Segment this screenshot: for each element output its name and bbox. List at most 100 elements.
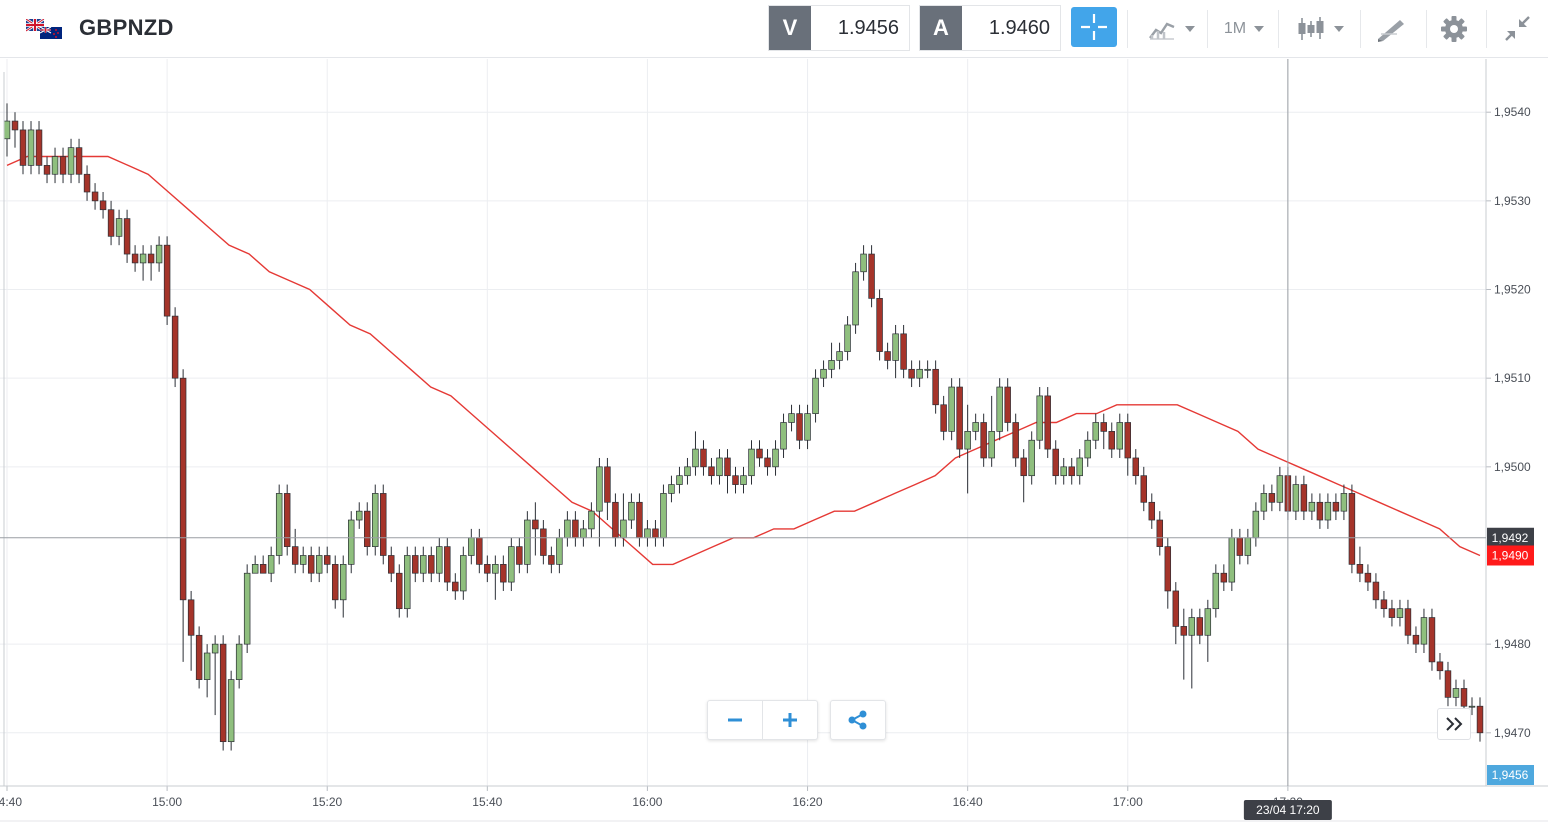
candle-body — [756, 448, 763, 459]
candle-body — [1444, 670, 1452, 698]
candle-body — [1196, 617, 1204, 636]
candle-body — [1212, 572, 1220, 610]
candle — [339, 555, 347, 618]
candle-body — [852, 271, 859, 326]
candle — [620, 493, 627, 547]
candle — [828, 342, 835, 379]
candle-body — [1428, 617, 1436, 663]
candle — [1196, 608, 1204, 645]
settings-button[interactable] — [1432, 10, 1476, 48]
candle-body — [652, 528, 659, 539]
candle — [956, 378, 963, 458]
candle — [91, 183, 99, 210]
candle-body — [1044, 395, 1051, 450]
candle-body — [812, 377, 819, 414]
candle — [1332, 493, 1340, 521]
candle-body — [35, 129, 43, 166]
candle-body — [364, 510, 371, 547]
collapse-chart-button[interactable] — [1494, 10, 1540, 48]
candle — [732, 466, 739, 494]
candle-body — [1164, 546, 1172, 592]
candle-body — [1276, 475, 1284, 503]
candle — [1220, 564, 1228, 591]
drawing-tools-button[interactable] — [1368, 10, 1414, 48]
candle-body — [772, 448, 779, 468]
timeframe-dropdown[interactable]: 1M — [1213, 10, 1275, 48]
zoom-controls — [707, 700, 818, 740]
candle-body — [684, 466, 691, 477]
candle — [1396, 599, 1404, 627]
candle — [67, 138, 75, 184]
scroll-to-latest-button[interactable] — [1437, 708, 1471, 740]
candle — [676, 466, 683, 494]
candle — [139, 245, 147, 281]
candle — [724, 449, 731, 494]
candle — [1068, 457, 1075, 485]
crosshair-button[interactable] — [1071, 7, 1117, 47]
candle-body — [323, 555, 331, 565]
chart-type-button[interactable] — [1135, 10, 1207, 48]
candle — [1252, 502, 1260, 547]
candle-body — [11, 120, 19, 131]
candle-body — [83, 173, 91, 193]
candle — [1244, 528, 1252, 565]
candle-body — [804, 413, 811, 441]
candle-body — [275, 493, 283, 556]
candle — [171, 307, 179, 388]
candle-body — [420, 555, 427, 574]
zoom-in-button[interactable] — [763, 701, 818, 739]
candlestick-chart[interactable]: 1,95401,95301,95201,95101,95001,94801,94… — [0, 59, 1548, 828]
candle-body — [1004, 386, 1011, 423]
candle — [836, 342, 843, 370]
sell-price-button[interactable]: V 1.9456 — [768, 5, 910, 51]
candle-body — [1476, 705, 1484, 734]
drawing-tools-icon — [1378, 20, 1404, 42]
candle — [876, 289, 883, 361]
candle — [892, 324, 899, 379]
y-tick-label: 1,9540 — [1494, 105, 1531, 119]
candle-body — [3, 120, 11, 140]
candle-body — [964, 431, 971, 450]
candle — [1268, 484, 1276, 512]
candle — [420, 546, 427, 583]
crosshair-time-label: 23/04 17:20 — [1256, 803, 1320, 817]
candle-body — [532, 519, 539, 530]
candle — [916, 360, 923, 388]
candle-body — [620, 519, 627, 539]
candle — [1356, 546, 1364, 583]
candle-body — [724, 457, 731, 477]
candle — [131, 245, 139, 272]
candle-body — [251, 564, 259, 574]
candle-body — [211, 643, 219, 654]
candle-body — [107, 209, 115, 237]
candle-body — [1068, 466, 1075, 477]
candle-body — [1348, 493, 1356, 565]
candle-body — [299, 555, 307, 565]
candle-body — [828, 360, 835, 370]
candle-body — [43, 165, 51, 175]
candle — [1340, 484, 1348, 521]
candle-body — [1084, 439, 1091, 459]
x-tick-label: 16:40 — [953, 795, 983, 809]
candle — [492, 555, 499, 600]
zoom-out-button[interactable] — [708, 701, 763, 739]
candle-body — [1076, 457, 1083, 477]
buy-price: 1.9460 — [988, 16, 1050, 39]
candle — [1164, 537, 1172, 609]
share-button[interactable] — [830, 700, 886, 740]
candle — [476, 528, 483, 574]
candle-style-button[interactable] — [1288, 10, 1352, 48]
candle-body — [1452, 688, 1460, 698]
candle — [652, 520, 659, 547]
candle-body — [219, 643, 227, 743]
candle — [988, 395, 995, 467]
candle — [444, 537, 451, 591]
candle — [644, 520, 651, 547]
candle-body — [1332, 501, 1340, 512]
candle — [1044, 387, 1051, 458]
buy-price-button[interactable]: A 1.9460 — [919, 5, 1061, 51]
candle — [1316, 493, 1324, 529]
candle-body — [195, 634, 203, 680]
candle — [331, 555, 339, 609]
candle-body — [660, 493, 667, 539]
